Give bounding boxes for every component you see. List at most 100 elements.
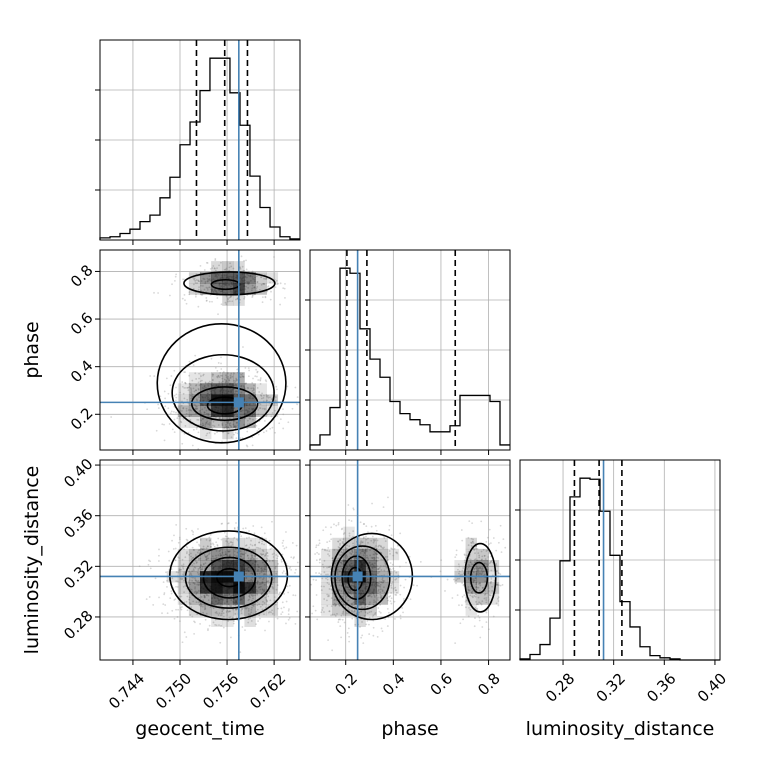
density-cell-luminosity_distance_vs_geocent_time-15-4	[266, 604, 279, 616]
sample-point-luminosity_distance_vs_geocent_time-375	[236, 538, 238, 541]
sample-point-phase_vs_geocent_time-820	[190, 396, 193, 399]
sample-point-phase_vs_geocent_time-66	[201, 417, 204, 420]
sample-point-luminosity_distance_vs_geocent_time-102	[201, 605, 204, 608]
sample-point-phase_vs_geocent_time-1090	[183, 293, 186, 296]
density-cell-phase_vs_geocent_time-8-5	[188, 383, 201, 395]
sample-point-phase_vs_geocent_time-479	[212, 373, 215, 376]
sample-point-phase_vs_geocent_time-55	[225, 420, 228, 423]
sample-point-phase_vs_geocent_time-351	[200, 375, 202, 377]
sample-point-luminosity_distance_vs_geocent_time-330	[252, 597, 254, 600]
sample-point-luminosity_distance_vs_phase-1377	[463, 594, 466, 597]
sample-point-phase_vs_geocent_time-880	[241, 265, 244, 268]
sample-point-luminosity_distance_vs_geocent_time-167	[197, 589, 200, 592]
sample-point-phase_vs_geocent_time-801	[223, 426, 226, 429]
sample-point-luminosity_distance_vs_geocent_time-163	[198, 604, 201, 607]
sample-point-luminosity_distance_vs_geocent_time-160	[191, 546, 194, 549]
sample-point-phase_vs_geocent_time-949	[200, 293, 203, 296]
sample-point-luminosity_distance_vs_phase-290	[399, 593, 402, 596]
sample-point-phase_vs_geocent_time-1198	[225, 295, 228, 298]
sample-point-luminosity_distance_vs_geocent_time-288	[255, 623, 257, 626]
sample-point-phase_vs_geocent_time-683	[185, 409, 188, 412]
sample-point-luminosity_distance_vs_geocent_time-259	[179, 577, 182, 580]
truth-marker-phase-luminosity_distance	[352, 571, 363, 582]
sample-point-phase_vs_geocent_time-664	[204, 406, 206, 409]
sample-point-phase_vs_geocent_time-171	[212, 420, 215, 423]
sample-point-phase_vs_geocent_time-926	[206, 277, 209, 280]
sample-point-phase_vs_geocent_time-717	[224, 381, 227, 383]
sample-point-phase_vs_geocent_time-998	[264, 295, 267, 298]
density-cell-phase_vs_geocent_time-11-15	[222, 272, 234, 284]
sample-point-phase_vs_geocent_time-798	[182, 407, 185, 410]
sample-point-luminosity_distance_vs_phase-402	[315, 546, 317, 549]
sample-point-phase_vs_geocent_time-909	[197, 280, 200, 282]
sample-point-phase_vs_geocent_time-197	[190, 395, 193, 398]
sample-point-phase_vs_geocent_time-1192	[232, 267, 235, 270]
sample-point-luminosity_distance_vs_phase-669	[312, 578, 315, 581]
sample-point-phase_vs_geocent_time-505	[294, 386, 297, 389]
sample-point-luminosity_distance_vs_geocent_time-1146	[158, 596, 160, 599]
sample-point-luminosity_distance_vs_geocent_time-1313	[268, 539, 271, 542]
sample-point-phase_vs_geocent_time-434	[234, 392, 237, 395]
sample-point-luminosity_distance_vs_geocent_time-371	[183, 548, 185, 550]
sample-point-luminosity_distance_vs_phase-1210	[504, 546, 507, 549]
sample-point-luminosity_distance_vs_phase-558	[340, 528, 343, 531]
sample-point-phase_vs_geocent_time-889	[261, 296, 264, 298]
density-cell-phase_vs_geocent_time-8-15	[188, 272, 201, 284]
sample-point-phase_vs_geocent_time-905	[181, 297, 184, 300]
sample-point-phase_vs_geocent_time-621	[252, 392, 255, 395]
sample-point-phase_vs_geocent_time-1095	[169, 294, 171, 297]
sample-point-phase_vs_geocent_time-698	[225, 425, 228, 428]
sample-point-phase_vs_geocent_time-302	[282, 427, 285, 430]
sample-point-phase_vs_geocent_time-1005	[201, 293, 204, 296]
sample-point-phase_vs_geocent_time-81	[260, 395, 263, 397]
sample-point-phase_vs_geocent_time-571	[224, 423, 227, 426]
density-cell-phase_vs_geocent_time-14-4	[255, 394, 267, 406]
sample-point-phase_vs_geocent_time-1238	[231, 300, 234, 303]
sample-point-phase_vs_geocent_time-602	[202, 417, 205, 420]
sample-point-phase_vs_geocent_time-1207	[197, 305, 200, 308]
sample-point-luminosity_distance_vs_phase-1192	[461, 539, 464, 542]
sample-point-luminosity_distance_vs_geocent_time-413	[178, 536, 181, 539]
sample-point-phase_vs_geocent_time-1226	[270, 290, 272, 293]
sample-point-luminosity_distance_vs_phase-889	[393, 600, 396, 603]
sample-point-phase_vs_geocent_time-875	[277, 282, 279, 285]
sample-point-luminosity_distance_vs_phase-963	[348, 635, 351, 638]
sample-point-phase_vs_geocent_time-91	[259, 379, 262, 382]
sample-point-phase_vs_geocent_time-715	[226, 422, 229, 424]
sample-point-phase_vs_geocent_time-1213	[260, 276, 263, 278]
sample-point-phase_vs_geocent_time-4	[252, 377, 254, 380]
sample-point-phase_vs_geocent_time-518	[233, 384, 236, 387]
sample-point-phase_vs_geocent_time-195	[191, 393, 194, 396]
density-cell-phase_vs_geocent_time-8-4	[188, 394, 201, 406]
sample-point-phase_vs_geocent_time-1183	[255, 287, 258, 290]
sample-point-luminosity_distance_vs_geocent_time-874	[280, 607, 283, 610]
density-cell-phase_vs_geocent_time-9-5	[200, 383, 212, 395]
sample-point-phase_vs_geocent_time-1161	[243, 297, 246, 300]
sample-point-phase_vs_geocent_time-1094	[228, 266, 231, 269]
sample-point-luminosity_distance_vs_geocent_time-1367	[166, 586, 168, 588]
sample-point-luminosity_distance_vs_phase-1042	[485, 611, 488, 614]
sample-point-luminosity_distance_vs_phase-303	[386, 607, 389, 610]
sample-point-phase_vs_geocent_time-148	[208, 423, 211, 426]
sample-point-phase_vs_geocent_time-567	[179, 391, 181, 394]
sample-point-phase_vs_geocent_time-622	[173, 394, 176, 397]
sample-point-phase_vs_geocent_time-755	[286, 385, 289, 388]
sample-point-luminosity_distance_vs_phase-478	[390, 597, 393, 600]
y-tick-label-luminosity_distance-1: 0.32	[60, 556, 96, 592]
sample-point-phase_vs_geocent_time-1200	[269, 298, 272, 301]
sample-point-luminosity_distance_vs_phase-716	[315, 579, 317, 581]
sample-point-luminosity_distance_vs_geocent_time-151	[289, 566, 292, 568]
sample-point-phase_vs_geocent_time-230	[234, 431, 237, 434]
density-cell-luminosity_distance_vs_phase-6-9	[376, 548, 389, 561]
sample-point-phase_vs_geocent_time-641	[234, 427, 237, 429]
sample-point-phase_vs_geocent_time-385	[198, 377, 200, 380]
density-cell-luminosity_distance_vs_phase-14-10	[465, 537, 477, 550]
sample-point-luminosity_distance_vs_phase-1308	[444, 590, 446, 592]
sample-point-luminosity_distance_vs_geocent_time-142	[218, 612, 221, 615]
sample-point-luminosity_distance_vs_geocent_time-306	[213, 545, 216, 548]
sample-point-luminosity_distance_vs_phase-665	[359, 521, 362, 524]
sample-point-phase_vs_geocent_time-49	[274, 431, 276, 434]
sample-point-phase_vs_geocent_time-147	[176, 417, 179, 420]
sample-point-luminosity_distance_vs_geocent_time-750	[165, 571, 167, 574]
sample-point-luminosity_distance_vs_geocent_time-1203	[268, 620, 270, 623]
